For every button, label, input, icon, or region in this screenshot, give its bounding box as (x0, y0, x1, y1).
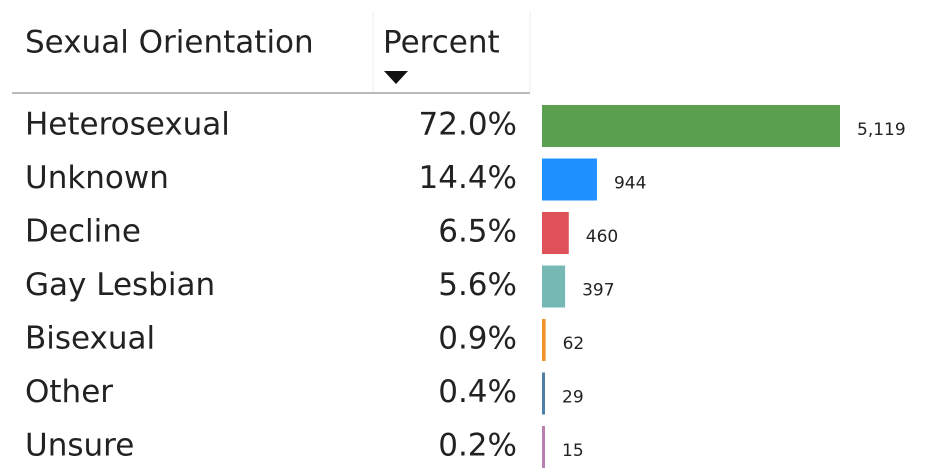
percent-label: 0.2% (438, 428, 517, 464)
value-label: 62 (563, 334, 585, 354)
value-label: 944 (614, 174, 646, 194)
sort-indicator (384, 71, 408, 84)
value-label: 15 (562, 441, 584, 461)
category-label: Bisexual (25, 321, 155, 357)
category-label: Unsure (25, 428, 134, 464)
percent-label: 0.9% (438, 321, 517, 357)
category-label: Gay Lesbian (25, 267, 215, 303)
value-label: 397 (582, 281, 614, 301)
bar (542, 372, 545, 415)
value-label: 460 (586, 227, 618, 247)
bar (542, 426, 545, 468)
bar (542, 265, 566, 308)
category-label: Heterosexual (25, 107, 230, 143)
percent-label: 5.6% (438, 267, 517, 303)
column-header[interactable]: Percent (383, 25, 500, 61)
header-bg (12, 12, 530, 92)
percent-label: 14.4% (419, 160, 517, 196)
category-label: Decline (25, 214, 141, 250)
bar (542, 158, 597, 201)
bar (542, 212, 569, 254)
category-label: Unknown (25, 160, 169, 196)
percent-label: 72.0% (419, 107, 517, 143)
value-label: 29 (562, 388, 584, 408)
value-label: 5,119 (857, 120, 906, 140)
category-label: Other (25, 374, 113, 410)
percent-label: 0.4% (438, 374, 517, 410)
bar (542, 105, 840, 147)
column-header[interactable]: Sexual Orientation (25, 25, 314, 61)
percent-label: 6.5% (438, 214, 517, 250)
bar (542, 319, 546, 361)
